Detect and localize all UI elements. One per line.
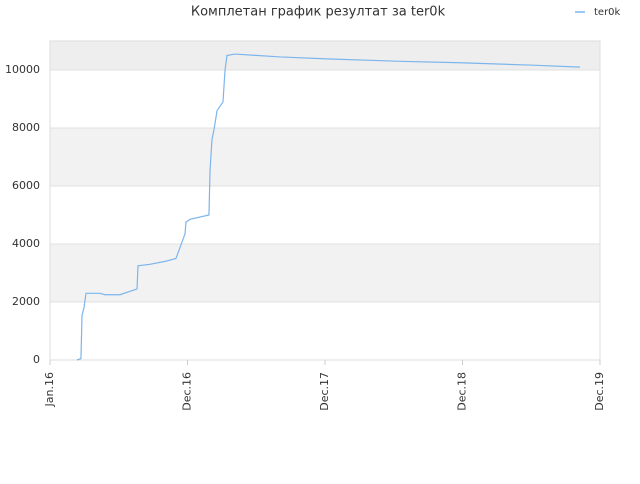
y-tick-label: 8000 [12,121,40,134]
x-tick-label: Dec.17 [318,372,331,411]
chart-title: Комплетан график резултат за ter0k [191,5,446,20]
plot-frame [49,40,601,361]
data-line [76,53,581,361]
x-tick-label: Jan.16 [43,372,56,407]
x-tick-label: Dec.19 [593,372,606,411]
band [50,244,600,302]
band [50,128,600,186]
y-tick-label: 10000 [5,63,40,76]
y-tick-label: 0 [33,353,40,366]
y-tick-label: 2000 [12,295,40,308]
x-tick-label: Dec.18 [456,372,469,411]
legend-label: ter0k [594,7,621,18]
band [50,41,600,70]
x-tick-label: Dec.16 [181,372,194,411]
y-tick-label: 4000 [12,237,40,250]
y-tick-label: 6000 [12,179,40,192]
